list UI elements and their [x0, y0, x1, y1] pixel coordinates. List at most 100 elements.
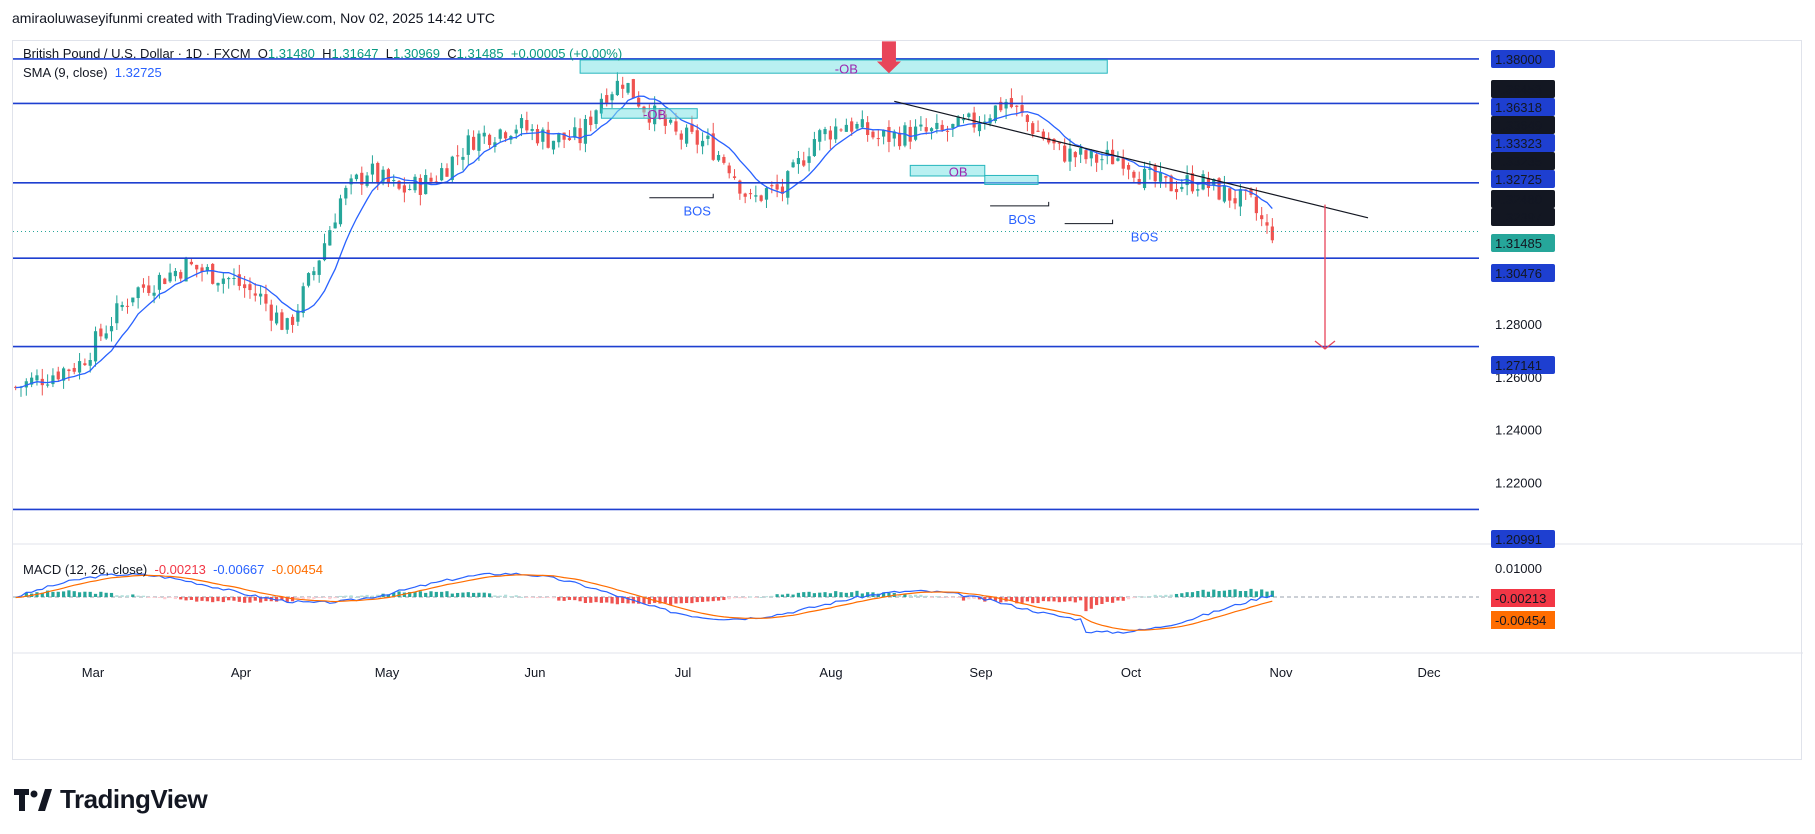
macd-histogram-bar: [285, 597, 289, 602]
macd-hist-value: -0.00213: [154, 562, 206, 577]
candle-body: [796, 158, 801, 165]
candle-body: [1201, 174, 1205, 190]
macd-histogram-bar: [578, 597, 582, 602]
candle-body: [764, 188, 769, 200]
macd-histogram-bar: [897, 594, 902, 597]
bos-line: [990, 201, 1050, 207]
macd-histogram-bar: [386, 594, 391, 597]
candle-body: [77, 361, 82, 373]
sma-label: SMA (9, close): [23, 65, 108, 80]
price-label-text: 1.20991: [1495, 532, 1542, 547]
macd-histogram-bar: [956, 597, 960, 598]
macd-histogram-bar: [40, 592, 44, 597]
macd-histogram-bar: [248, 597, 252, 603]
candle-body: [328, 230, 332, 246]
macd-histogram-bar: [333, 597, 337, 599]
candle-body: [807, 156, 811, 163]
macd-histogram-bar: [472, 592, 476, 597]
macd-histogram-bar: [1036, 597, 1040, 604]
price-label-text: 1.32397: [1495, 210, 1542, 225]
macd-histogram-bar: [376, 594, 380, 597]
candle-body: [844, 124, 848, 132]
candle-body: [839, 129, 843, 131]
macd-histogram-bar: [1169, 594, 1173, 597]
macd-histogram-bar: [754, 597, 758, 598]
macd-histogram-bar: [828, 593, 832, 597]
macd-histogram-bar: [860, 593, 864, 597]
price-label-box: [1491, 208, 1555, 226]
time-axis-label: Oct: [1121, 665, 1142, 680]
macd-histogram-bar: [844, 592, 848, 597]
high-label: H: [322, 46, 332, 61]
candle-body: [775, 184, 779, 190]
macd-histogram-bar: [940, 597, 944, 598]
macd-histogram-bar: [328, 597, 332, 600]
candle-body: [1233, 198, 1237, 204]
macd-histogram-bar: [903, 594, 907, 597]
price-label-box: [1491, 134, 1555, 152]
macd-histogram-bar: [658, 597, 662, 604]
open-label: O: [257, 46, 268, 61]
sma-legend[interactable]: SMA (9, close) 1.32725: [23, 65, 162, 80]
candle-body: [301, 286, 305, 313]
macd-histogram-bar: [743, 597, 747, 599]
price-label-box: [1491, 190, 1555, 208]
candle-body: [1009, 98, 1014, 108]
candle-body: [493, 142, 497, 147]
candle-body: [131, 297, 135, 303]
macd-histogram-bar: [1190, 592, 1195, 597]
macd-histogram-bar: [487, 593, 492, 597]
candle-body: [967, 113, 971, 118]
candle-body: [727, 165, 731, 174]
macd-histogram-bar: [440, 591, 444, 597]
macd-legend[interactable]: MACD (12, 26, close) -0.00213 -0.00667 -…: [23, 562, 323, 577]
bos-label: BOS: [684, 204, 712, 219]
candle-body: [706, 135, 710, 139]
macd-histogram-bar: [700, 597, 705, 602]
macd-histogram-bar: [983, 597, 987, 602]
macd-histogram-bar: [141, 595, 146, 597]
macd-histogram-bar: [370, 595, 375, 597]
candle-body: [786, 171, 790, 198]
candle-body: [882, 130, 886, 137]
macd-histogram-bar: [695, 597, 699, 603]
order-block-label: OB: [949, 164, 968, 179]
macd-histogram-bar: [887, 592, 891, 597]
macd-histogram-bar: [562, 597, 566, 601]
macd-histogram-bar: [599, 597, 603, 603]
time-axis-label: Jun: [525, 665, 546, 680]
macd-histogram-bar: [125, 595, 130, 597]
candle-body: [338, 198, 343, 225]
price-label-box: [1491, 356, 1555, 374]
macd-histogram-bar: [727, 597, 731, 600]
macd-tick-label: 0.01000: [1495, 561, 1542, 576]
candle-body: [732, 176, 737, 178]
macd-histogram-bar: [807, 591, 811, 597]
macd-label-text: -0.00213: [1495, 591, 1546, 606]
macd-histogram-bar: [237, 597, 241, 602]
candle-body: [690, 123, 694, 132]
candle-body: [615, 80, 619, 96]
candle-body: [125, 305, 130, 307]
macd-signal-line: [15, 574, 1273, 631]
candle-body: [695, 130, 699, 145]
macd-histogram-bar: [1063, 597, 1067, 602]
candle-body: [887, 127, 891, 142]
macd-histogram-bar: [493, 595, 497, 597]
symbol-name[interactable]: British Pound / U.S. Dollar · 1D · FXCM: [23, 46, 251, 61]
candle-body: [477, 133, 481, 151]
price-label-text: 1.33323: [1495, 136, 1542, 151]
price-label-box: [1491, 264, 1555, 282]
price-chart[interactable]: -OB-OBOBBOSBOSBOS1.380001.300001.280001.…: [13, 41, 1803, 761]
candle-body: [173, 270, 178, 277]
macd-histogram-bar: [152, 597, 156, 598]
brand-logo[interactable]: TradingView: [14, 784, 208, 815]
trend-line: [894, 100, 1369, 219]
macd-histogram-bar: [1126, 597, 1131, 600]
order-block-zone: [579, 59, 1108, 74]
price-label-text: 1.27141: [1495, 358, 1542, 373]
macd-histogram-bar: [1073, 597, 1077, 603]
candle-body: [216, 282, 220, 286]
chart-frame[interactable]: -OB-OBOBBOSBOSBOS1.380001.300001.280001.…: [12, 40, 1803, 761]
macd-histogram-bar: [424, 592, 428, 597]
